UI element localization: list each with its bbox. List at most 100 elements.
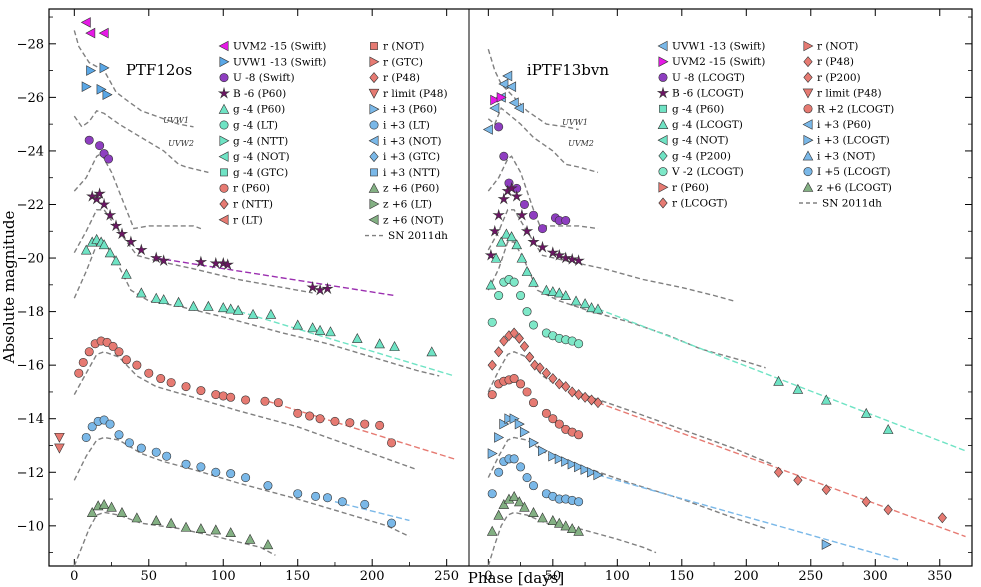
point-i bbox=[516, 462, 526, 472]
legend-marker bbox=[658, 56, 669, 67]
legend-label: i +3 (NOT) bbox=[383, 135, 442, 147]
point-g bbox=[307, 322, 318, 333]
legend-label: R +2 (LCOGT) bbox=[817, 103, 894, 115]
point-i bbox=[487, 448, 498, 459]
point-g bbox=[292, 319, 304, 330]
y-tick-label: −20 bbox=[17, 252, 44, 267]
point-g bbox=[158, 294, 169, 305]
panel-title: iPTF13bvn bbox=[527, 61, 609, 79]
point-u bbox=[499, 151, 509, 161]
point-r bbox=[554, 378, 564, 390]
point-b bbox=[150, 251, 163, 264]
point-b bbox=[157, 254, 170, 266]
point-b bbox=[306, 280, 319, 293]
point-r bbox=[773, 466, 784, 478]
legend-label: I +5 (LCOGT) bbox=[817, 166, 891, 178]
y-tick-label: −22 bbox=[17, 198, 44, 213]
legend-label: r limit (P48) bbox=[817, 88, 882, 100]
y-tick-label: −18 bbox=[17, 305, 44, 320]
point-uvw1 bbox=[502, 70, 513, 82]
trend-line bbox=[597, 308, 966, 452]
legend-label: g -4 (LCOGT) bbox=[672, 119, 743, 131]
point-i bbox=[162, 451, 172, 461]
point-r bbox=[387, 438, 397, 448]
point-r bbox=[121, 355, 131, 365]
template-curve-g bbox=[73, 241, 440, 377]
legend-marker bbox=[368, 214, 379, 226]
point-r bbox=[937, 512, 947, 524]
legend-label: r (NOT) bbox=[383, 41, 424, 53]
template-curve-z bbox=[487, 511, 657, 567]
point-z bbox=[244, 533, 256, 544]
point-z bbox=[116, 507, 128, 517]
point-g bbox=[501, 228, 512, 239]
x-tick-label: 50 bbox=[545, 569, 562, 584]
point-i bbox=[211, 467, 221, 477]
point-z bbox=[165, 517, 177, 528]
point-u bbox=[538, 224, 548, 234]
legend-marker bbox=[370, 168, 378, 177]
legend-label: r (P200) bbox=[817, 72, 861, 84]
legend-label: z +6 (P60) bbox=[383, 183, 439, 195]
point-g bbox=[173, 296, 184, 307]
point-z bbox=[98, 498, 110, 509]
x-axis-title: Phase [days] bbox=[468, 569, 564, 587]
legend-marker bbox=[802, 119, 813, 130]
point-r bbox=[84, 347, 94, 357]
point-r bbox=[821, 484, 831, 496]
point-i bbox=[509, 454, 519, 464]
point-r bbox=[114, 347, 124, 357]
x-tick-label: 250 bbox=[434, 569, 459, 584]
point-i bbox=[311, 491, 321, 501]
point-i bbox=[528, 481, 538, 491]
x-tick-label: 0 bbox=[484, 569, 492, 584]
trend-line bbox=[597, 474, 902, 562]
point-r bbox=[548, 414, 558, 424]
point-b bbox=[135, 243, 148, 256]
point-v bbox=[509, 277, 519, 287]
point-b bbox=[124, 235, 138, 248]
point-i bbox=[821, 539, 832, 550]
legend-marker bbox=[657, 119, 669, 129]
trend-line bbox=[334, 501, 410, 522]
point-g bbox=[98, 239, 110, 250]
legend-label: r (P60) bbox=[233, 183, 270, 195]
legend-marker bbox=[803, 40, 814, 52]
legend-marker bbox=[219, 183, 229, 193]
point-g bbox=[247, 308, 259, 319]
point-i bbox=[136, 443, 146, 453]
legend-label: z +6 (LCOGT) bbox=[817, 182, 892, 194]
legend-marker bbox=[369, 72, 379, 84]
legend-label: i +3 (LT) bbox=[383, 120, 430, 132]
y-tick-label: −14 bbox=[17, 412, 44, 427]
point-g bbox=[150, 292, 162, 303]
point-i bbox=[587, 466, 597, 478]
template-curve-b bbox=[487, 209, 734, 302]
point-g bbox=[560, 290, 572, 301]
legend-label: r (LCOGT) bbox=[672, 198, 728, 210]
point-z bbox=[498, 498, 510, 509]
point-b bbox=[515, 208, 529, 221]
point-uvw1 bbox=[513, 102, 524, 114]
point-i bbox=[504, 413, 515, 425]
point-i bbox=[548, 450, 559, 462]
point-b bbox=[572, 254, 585, 266]
legend-marker bbox=[218, 40, 229, 52]
point-g bbox=[426, 346, 438, 357]
legend-marker bbox=[658, 181, 669, 193]
point-b bbox=[221, 258, 234, 270]
template-curve-u bbox=[487, 155, 599, 230]
legend-marker bbox=[803, 71, 813, 83]
point-z bbox=[560, 520, 572, 531]
point-r bbox=[554, 419, 564, 429]
legend-label: UVW1 -13 (Swift) bbox=[672, 41, 765, 53]
point-u bbox=[528, 210, 538, 220]
legend-marker bbox=[218, 151, 229, 162]
point-i bbox=[519, 426, 530, 438]
legend-label: z +6 (LT) bbox=[383, 199, 432, 211]
point-g bbox=[490, 252, 502, 263]
legend-marker bbox=[803, 134, 814, 146]
point-r bbox=[580, 391, 590, 403]
template-curve-r bbox=[487, 351, 773, 465]
uv-label: UVW1 bbox=[163, 116, 189, 125]
